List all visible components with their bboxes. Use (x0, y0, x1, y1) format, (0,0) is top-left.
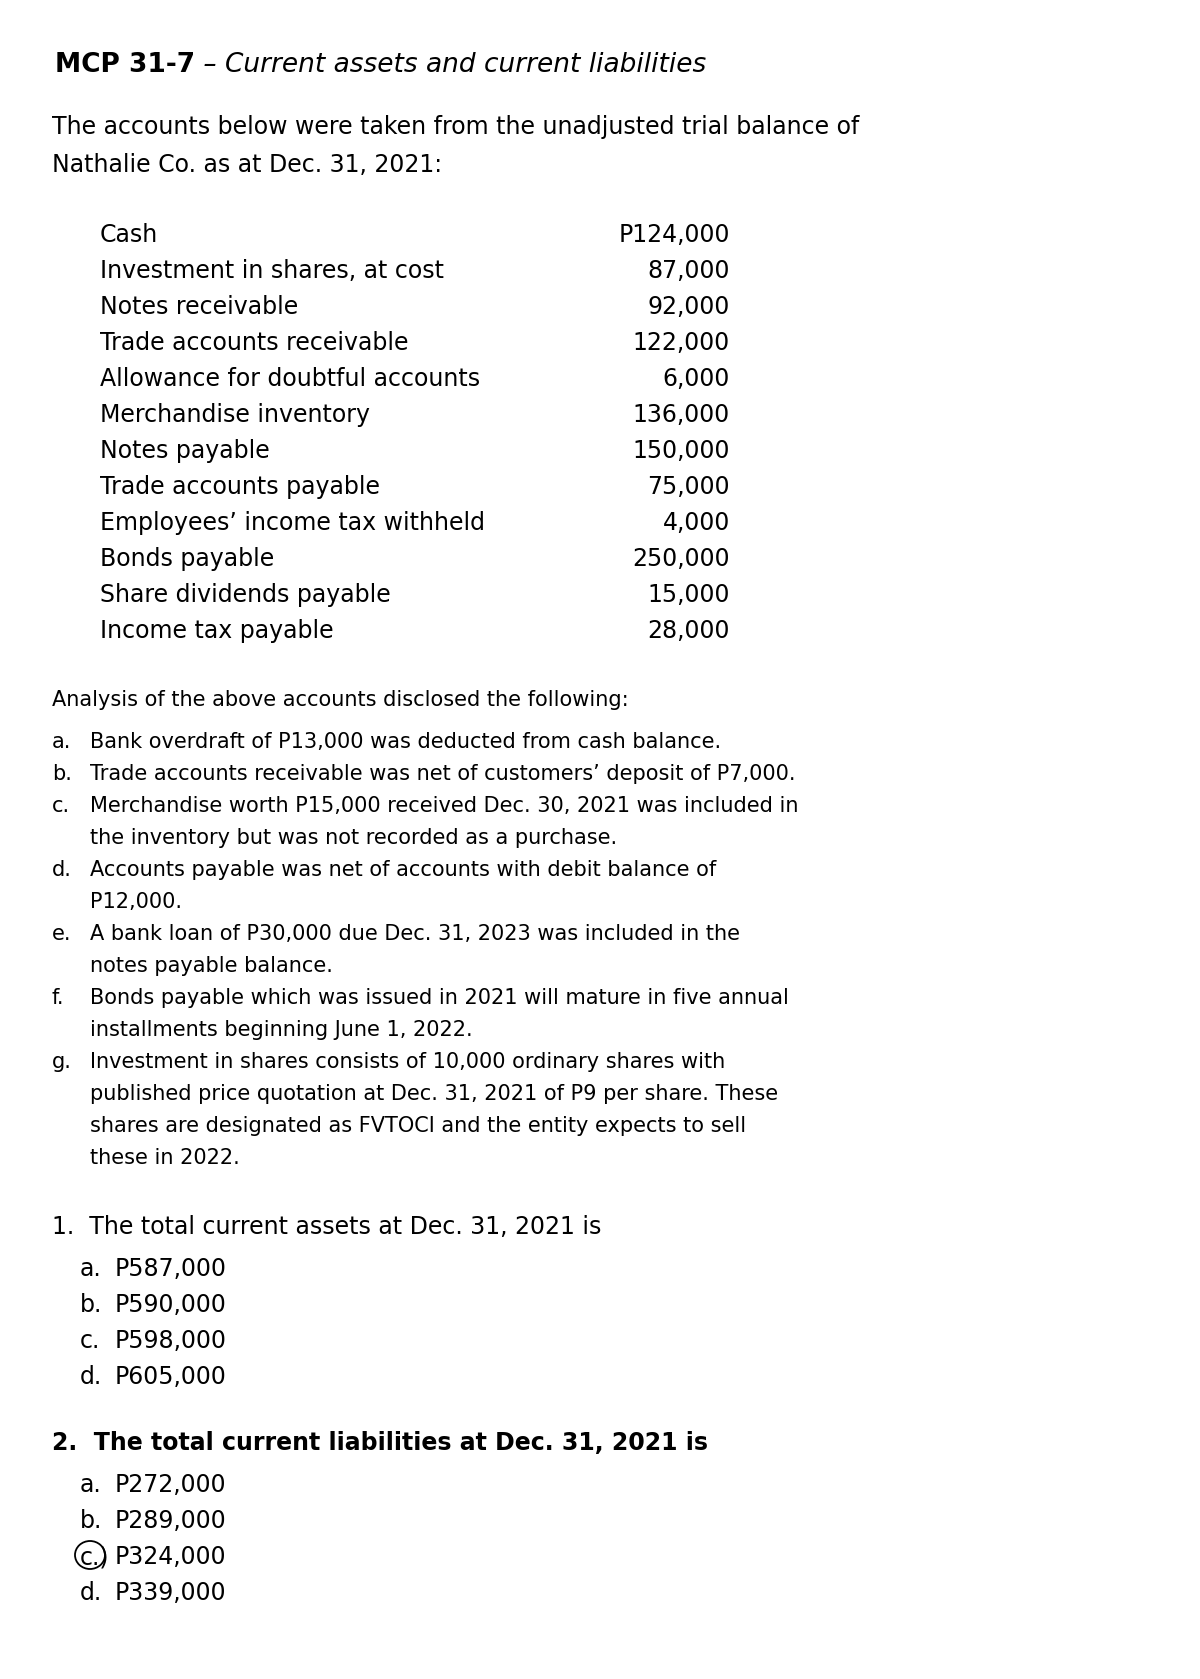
Text: the inventory but was not recorded as a purchase.: the inventory but was not recorded as a … (90, 828, 617, 848)
Text: installments beginning June 1, 2022.: installments beginning June 1, 2022. (90, 1021, 473, 1039)
Text: 28,000: 28,000 (648, 620, 730, 643)
Text: c.: c. (52, 796, 70, 816)
Text: 15,000: 15,000 (648, 583, 730, 608)
Text: Income tax payable: Income tax payable (100, 620, 334, 643)
Text: Trade accounts payable: Trade accounts payable (100, 475, 380, 499)
Text: Share dividends payable: Share dividends payable (100, 583, 391, 608)
Text: Merchandise worth P15,000 received Dec. 30, 2021 was included in: Merchandise worth P15,000 received Dec. … (90, 796, 798, 816)
Text: d.: d. (80, 1582, 102, 1605)
Text: P324,000: P324,000 (115, 1545, 227, 1568)
Text: c.: c. (80, 1330, 101, 1353)
Text: published price quotation at Dec. 31, 2021 of P9 per share. These: published price quotation at Dec. 31, 20… (90, 1085, 778, 1105)
Text: P605,000: P605,000 (115, 1365, 227, 1389)
Text: 250,000: 250,000 (632, 547, 730, 571)
Text: Trade accounts receivable: Trade accounts receivable (100, 331, 408, 354)
Text: Trade accounts receivable was net of customers’ deposit of P7,000.: Trade accounts receivable was net of cus… (90, 764, 796, 784)
Text: 92,000: 92,000 (648, 296, 730, 319)
Text: Merchandise inventory: Merchandise inventory (100, 403, 370, 426)
Text: a.: a. (52, 732, 71, 752)
Text: Cash: Cash (100, 223, 158, 247)
Text: Bank overdraft of P13,000 was deducted from cash balance.: Bank overdraft of P13,000 was deducted f… (90, 732, 721, 752)
Text: P272,000: P272,000 (115, 1472, 227, 1498)
Text: Accounts payable was net of accounts with debit balance of: Accounts payable was net of accounts wit… (90, 860, 716, 880)
Text: Bonds payable which was issued in 2021 will mature in five annual: Bonds payable which was issued in 2021 w… (90, 987, 788, 1007)
Text: A bank loan of P30,000 due Dec. 31, 2023 was included in the: A bank loan of P30,000 due Dec. 31, 2023… (90, 923, 740, 944)
Text: 4,000: 4,000 (662, 510, 730, 536)
Text: Nathalie Co. as at Dec. 31, 2021:: Nathalie Co. as at Dec. 31, 2021: (52, 153, 442, 176)
Text: b.: b. (80, 1293, 102, 1316)
Text: b.: b. (52, 764, 72, 784)
Text: e.: e. (52, 923, 72, 944)
Text: Bonds payable: Bonds payable (100, 547, 275, 571)
Text: P339,000: P339,000 (115, 1582, 227, 1605)
Text: P12,000.: P12,000. (90, 892, 182, 912)
Text: 87,000: 87,000 (648, 259, 730, 284)
Text: Investment in shares, at cost: Investment in shares, at cost (100, 259, 444, 284)
Text: 122,000: 122,000 (632, 331, 730, 354)
Text: Notes payable: Notes payable (100, 438, 270, 463)
Text: 136,000: 136,000 (632, 403, 730, 426)
Text: P590,000: P590,000 (115, 1293, 227, 1316)
Text: P124,000: P124,000 (618, 223, 730, 247)
Text: d.: d. (80, 1365, 102, 1389)
Text: P289,000: P289,000 (115, 1509, 227, 1533)
Text: P598,000: P598,000 (115, 1330, 227, 1353)
Text: these in 2022.: these in 2022. (90, 1148, 240, 1169)
Text: notes payable balance.: notes payable balance. (90, 955, 332, 975)
Text: 1.  The total current assets at Dec. 31, 2021 is: 1. The total current assets at Dec. 31, … (52, 1216, 601, 1239)
Text: Investment in shares consists of 10,000 ordinary shares with: Investment in shares consists of 10,000 … (90, 1053, 725, 1071)
Text: Employees’ income tax withheld: Employees’ income tax withheld (100, 510, 485, 536)
Text: P587,000: P587,000 (115, 1258, 227, 1281)
Text: The accounts below were taken from the unadjusted trial balance of: The accounts below were taken from the u… (52, 114, 859, 139)
Text: MCP 31-7: MCP 31-7 (55, 52, 196, 77)
Text: 150,000: 150,000 (632, 438, 730, 463)
Text: c.): c.) (80, 1545, 109, 1568)
Text: d.: d. (52, 860, 72, 880)
Text: Allowance for doubtful accounts: Allowance for doubtful accounts (100, 368, 480, 391)
Text: shares are designated as FVTOCI and the entity expects to sell: shares are designated as FVTOCI and the … (90, 1117, 746, 1137)
Text: 6,000: 6,000 (662, 368, 730, 391)
Text: a.: a. (80, 1258, 102, 1281)
Text: Analysis of the above accounts disclosed the following:: Analysis of the above accounts disclosed… (52, 690, 629, 710)
Text: 75,000: 75,000 (647, 475, 730, 499)
Text: Notes receivable: Notes receivable (100, 296, 299, 319)
Text: 2.  The total current liabilities at Dec. 31, 2021 is: 2. The total current liabilities at Dec.… (52, 1431, 708, 1456)
Text: f.: f. (52, 987, 65, 1007)
Text: b.: b. (80, 1509, 102, 1533)
Text: – Current assets and current liabilities: – Current assets and current liabilities (194, 52, 707, 77)
Text: g.: g. (52, 1053, 72, 1071)
Text: a.: a. (80, 1472, 102, 1498)
